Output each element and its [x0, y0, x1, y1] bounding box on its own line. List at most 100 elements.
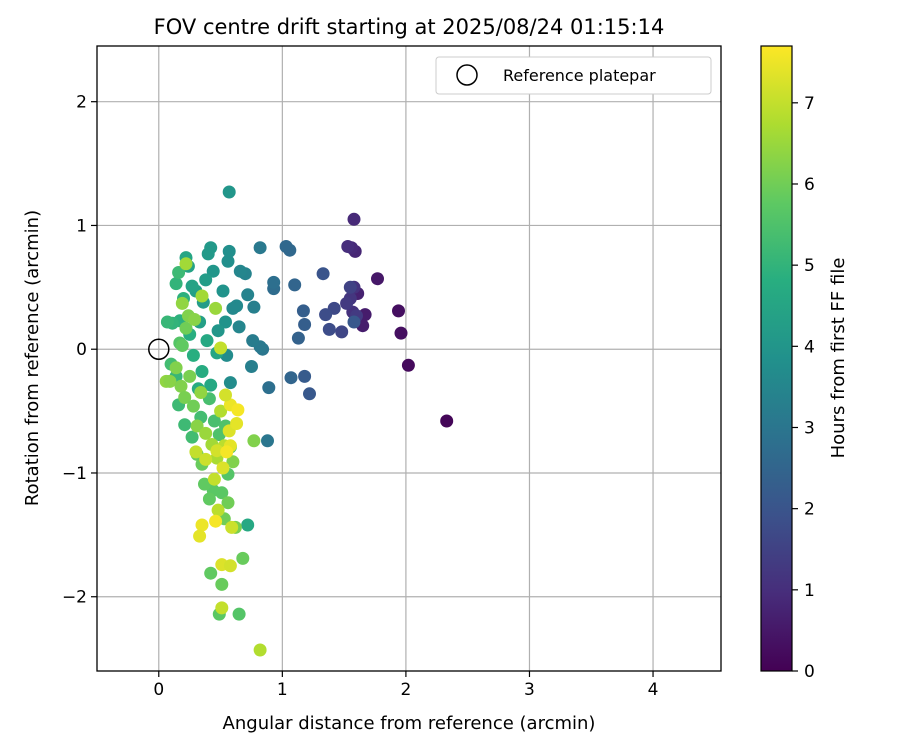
data-point — [186, 348, 200, 362]
y-tick-label: 0 — [76, 340, 87, 360]
data-point — [394, 326, 408, 340]
data-point — [230, 417, 244, 430]
data-point — [199, 426, 213, 440]
colorbar-tick-label: 1 — [804, 581, 815, 601]
data-point — [216, 284, 230, 298]
data-point — [207, 472, 221, 486]
y-tick-label: 2 — [76, 93, 87, 113]
data-point — [189, 445, 203, 459]
data-point — [169, 277, 183, 291]
y-tick-label: 1 — [76, 216, 87, 236]
colorbar-tick-label: 0 — [804, 662, 815, 682]
legend-entry-reference: Reference platepar — [503, 66, 656, 85]
grid-lines — [97, 46, 721, 671]
reference-platepar-marker — [148, 338, 170, 360]
colorbar-tick-label: 7 — [804, 94, 815, 114]
data-point — [198, 477, 211, 491]
data-point — [232, 320, 246, 334]
colorbar-tick-label: 3 — [804, 418, 815, 438]
data-point — [223, 376, 237, 390]
x-tick-label: 1 — [277, 680, 288, 700]
data-point — [219, 315, 232, 329]
data-point — [186, 399, 200, 413]
data-point — [303, 387, 316, 401]
data-point — [340, 296, 354, 310]
chart-title: FOV centre drift starting at 2025/08/24 … — [154, 15, 665, 39]
data-point — [241, 518, 255, 532]
data-point — [179, 321, 193, 335]
data-point — [215, 601, 229, 615]
data-point — [175, 296, 189, 310]
data-point — [211, 503, 225, 517]
data-point — [226, 301, 240, 315]
data-point — [222, 244, 236, 258]
data-point — [194, 386, 208, 399]
data-point — [335, 325, 349, 339]
colorbar-gradient — [761, 46, 792, 671]
data-point — [216, 461, 230, 475]
data-point — [343, 280, 357, 294]
data-point — [178, 391, 192, 404]
data-point — [220, 445, 234, 459]
data-point — [347, 315, 361, 329]
legend-box — [435, 56, 712, 95]
data-point — [233, 264, 247, 278]
data-point — [225, 520, 239, 534]
data-point — [347, 212, 361, 226]
data-point — [201, 247, 215, 261]
data-point — [319, 308, 333, 322]
data-point — [236, 551, 250, 565]
colorbar: 0 1 2 3 4 5 6 7 Hours from first FF file — [760, 45, 849, 682]
data-point — [219, 388, 232, 402]
data-point — [298, 369, 312, 383]
x-tick-label: 3 — [524, 680, 535, 700]
data-point — [247, 434, 261, 448]
data-point — [261, 434, 274, 448]
data-point — [223, 559, 237, 573]
data-point — [163, 374, 177, 388]
data-point — [232, 607, 246, 621]
y-tick-label: −1 — [62, 464, 87, 484]
data-point — [231, 403, 245, 417]
data-point — [188, 313, 202, 326]
y-axis-ticks: −2 −1 0 1 2 — [62, 93, 97, 608]
data-point — [247, 300, 261, 314]
data-point — [221, 496, 235, 510]
x-axis-label: Angular distance from reference (arcmin) — [223, 713, 596, 734]
legend: Reference platepar — [435, 56, 712, 95]
data-point — [222, 185, 236, 199]
data-point — [253, 241, 267, 255]
data-point — [172, 266, 186, 279]
data-point — [195, 518, 209, 532]
data-point — [169, 361, 183, 375]
plot-background — [97, 46, 721, 671]
data-point — [204, 378, 218, 392]
data-point — [214, 341, 228, 355]
legend-marker-icon — [456, 64, 478, 86]
data-point — [190, 419, 204, 433]
data-point — [178, 418, 192, 432]
data-point — [185, 279, 199, 293]
data-point — [253, 643, 267, 657]
colorbar-ticks: 0 1 2 3 4 5 6 7 — [792, 94, 815, 682]
data-point — [215, 577, 229, 591]
data-point — [211, 324, 225, 338]
plot-frame — [96, 45, 722, 672]
data-point — [246, 334, 260, 348]
data-point — [199, 273, 213, 287]
data-point — [241, 288, 255, 302]
plot-area — [96, 45, 722, 672]
data-point — [221, 254, 235, 268]
data-point — [195, 289, 209, 303]
data-points — [159, 185, 454, 657]
data-point — [209, 301, 223, 315]
colorbar-tick-label: 5 — [804, 256, 815, 276]
data-point — [214, 404, 228, 418]
data-point — [267, 275, 281, 289]
data-point — [392, 304, 405, 318]
data-point — [284, 371, 298, 385]
data-point — [160, 315, 174, 329]
data-point — [195, 365, 209, 378]
x-tick-label: 0 — [153, 680, 164, 700]
